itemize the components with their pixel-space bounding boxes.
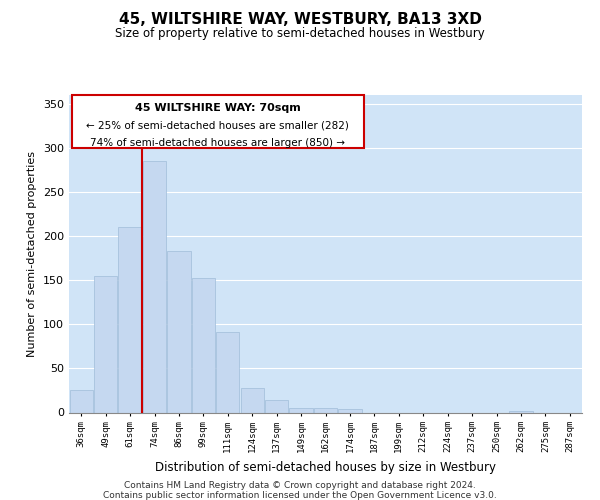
Bar [70, 390, 93, 412]
Text: ← 25% of semi-detached houses are smaller (282): ← 25% of semi-detached houses are smalle… [86, 120, 349, 130]
Bar [118, 228, 142, 412]
Bar [143, 161, 166, 412]
Text: 45 WILTSHIRE WAY: 70sqm: 45 WILTSHIRE WAY: 70sqm [135, 103, 301, 113]
Bar [192, 278, 215, 412]
Bar [509, 410, 533, 412]
FancyBboxPatch shape [71, 95, 364, 148]
Text: Contains HM Land Registry data © Crown copyright and database right 2024.: Contains HM Land Registry data © Crown c… [124, 481, 476, 490]
Bar [338, 409, 362, 412]
Bar [241, 388, 264, 412]
Y-axis label: Number of semi-detached properties: Number of semi-detached properties [28, 151, 37, 357]
Bar [265, 400, 288, 412]
Text: 45, WILTSHIRE WAY, WESTBURY, BA13 3XD: 45, WILTSHIRE WAY, WESTBURY, BA13 3XD [119, 12, 481, 28]
Text: Contains public sector information licensed under the Open Government Licence v3: Contains public sector information licen… [103, 491, 497, 500]
Bar [94, 276, 117, 412]
Bar [289, 408, 313, 412]
Text: Size of property relative to semi-detached houses in Westbury: Size of property relative to semi-detach… [115, 28, 485, 40]
Bar [216, 332, 239, 412]
Text: 74% of semi-detached houses are larger (850) →: 74% of semi-detached houses are larger (… [90, 138, 345, 148]
Bar [314, 408, 337, 412]
Bar [167, 251, 191, 412]
X-axis label: Distribution of semi-detached houses by size in Westbury: Distribution of semi-detached houses by … [155, 460, 496, 473]
